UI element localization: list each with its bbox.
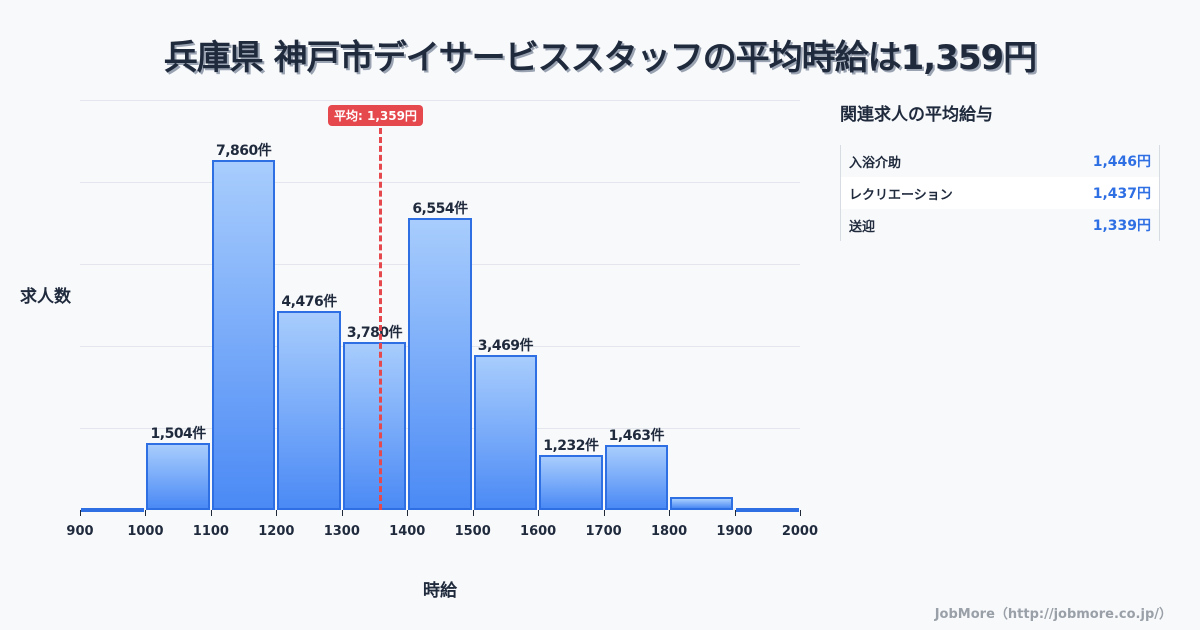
x-tick-label: 1800 (650, 524, 688, 539)
x-tick-label: 2000 (781, 524, 819, 539)
job-name: 入浴介助 (849, 155, 902, 171)
histogram-bar (81, 507, 145, 512)
x-tick (407, 510, 409, 516)
table-row: 送迎 1,339円 (841, 209, 1159, 241)
x-tick-label: 1500 (454, 524, 491, 539)
job-salary: 1,339円 (1092, 218, 1151, 234)
table-row: 入浴介助 1,446円 (841, 145, 1159, 177)
gridline (80, 182, 800, 183)
x-tick-label: 900 (66, 524, 94, 539)
histogram-chart: 1,504件 7,860件 4,476件 3,780件 6,554件 3,469件 1,23… (20, 100, 819, 601)
x-tick (80, 510, 81, 516)
histogram-bar (146, 442, 210, 510)
histogram-bar (277, 310, 341, 510)
job-salary: 1,446円 (1092, 154, 1151, 170)
related-salary-table: 入浴介助 1,446円 レクリエーション 1,437円 送迎 1,339円 (840, 145, 1160, 241)
footer-credit: JobMore（http://jobmore.co.jp/） (934, 607, 1172, 622)
x-tick (276, 510, 278, 516)
x-tick-label: 1100 (192, 524, 229, 539)
x-tick-label: 1300 (323, 524, 360, 539)
average-badge: 平均: 1,359円 (328, 105, 423, 126)
x-tick (472, 510, 474, 516)
histogram-bar (211, 159, 276, 510)
x-tick (341, 510, 343, 516)
histogram-bar (539, 455, 603, 510)
average-line (379, 128, 383, 510)
bar-value-label: 3,780件 (346, 324, 403, 341)
job-name: 送迎 (849, 219, 876, 235)
gridline (80, 100, 800, 101)
x-tick-label: 1200 (258, 524, 295, 539)
bar-value-label: 4,476件 (281, 293, 337, 310)
page-title: 兵庫県 神戸市デイサービススタッフの平均時給は1,359円 (163, 38, 1037, 78)
bar-value-label: 3,469件 (477, 338, 534, 355)
histogram-bar (342, 341, 407, 510)
job-name: レクリエーション (849, 187, 953, 203)
bar-value-label: 1,504件 (150, 425, 207, 442)
x-tick-label: 1000 (127, 524, 164, 539)
bar-value-label: 1,463件 (608, 427, 665, 444)
x-axis-label: 時給 (423, 581, 457, 601)
x-tick (669, 510, 671, 516)
table-row: レクリエーション 1,437円 (841, 177, 1159, 209)
x-tick (799, 510, 801, 516)
histogram-bar (604, 444, 669, 510)
x-tick (210, 510, 212, 516)
x-tick (603, 510, 605, 516)
x-tick (734, 510, 736, 516)
related-salary-panel: 関連求人の平均給与 入浴介助 1,446円 レクリエーション 1,437円 送迎… (840, 100, 1160, 241)
x-tick-label: 1900 (716, 524, 753, 539)
x-tick-label: 1700 (585, 524, 622, 539)
job-salary: 1,437円 (1092, 186, 1151, 202)
histogram-bar (735, 507, 799, 512)
x-tick-label: 1400 (389, 524, 426, 539)
x-tick (145, 510, 147, 516)
bar-value-label: 6,554件 (412, 200, 468, 217)
x-tick-label: 1600 (520, 524, 557, 539)
histogram-bar (408, 217, 472, 510)
bar-value-label: 7,860件 (215, 142, 272, 159)
bar-value-label: 1,232件 (543, 438, 599, 455)
histogram-bar (670, 496, 734, 510)
side-panel-title: 関連求人の平均給与 (840, 105, 993, 125)
histogram-bar (473, 355, 538, 510)
x-tick (538, 510, 540, 516)
y-axis-label: 求人数 (20, 287, 71, 307)
